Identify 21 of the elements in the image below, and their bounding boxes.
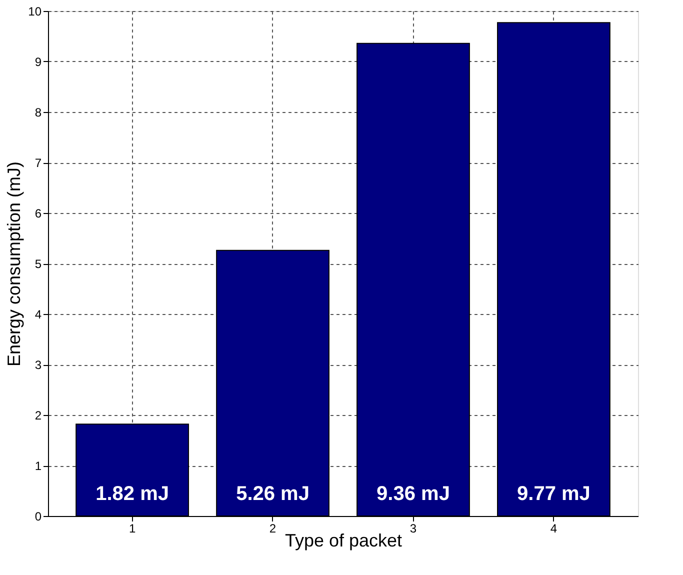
y-tick-label: 0 [34, 510, 42, 524]
y-tick-label: 5 [34, 257, 42, 271]
x-tick-label: 1 [128, 522, 136, 536]
x-tick-label: 3 [410, 522, 417, 536]
data-label: 9.77 mJ [517, 483, 590, 505]
y-tick-label: 10 [28, 4, 42, 18]
y-tick-label: 4 [34, 308, 42, 322]
y-tick-label: 3 [34, 358, 42, 372]
y-tick-label: 2 [34, 408, 42, 422]
y-tick-label: 6 [34, 206, 42, 220]
x-tick-label: 4 [550, 522, 558, 536]
data-label: 5.26 mJ [236, 483, 310, 505]
data-label: 1.82 mJ [96, 483, 169, 505]
y-tick-label: 7 [34, 156, 42, 170]
data-label: 9.36 mJ [376, 483, 450, 505]
x-axis-title: Type of packet [284, 530, 402, 550]
y-tick-label: 1 [34, 459, 42, 473]
y-axis-title: Energy consumption (mJ) [4, 161, 24, 367]
x-tick-label: 2 [269, 522, 276, 536]
y-tick-label: 8 [34, 106, 42, 120]
y-tick-label: 9 [34, 55, 42, 69]
